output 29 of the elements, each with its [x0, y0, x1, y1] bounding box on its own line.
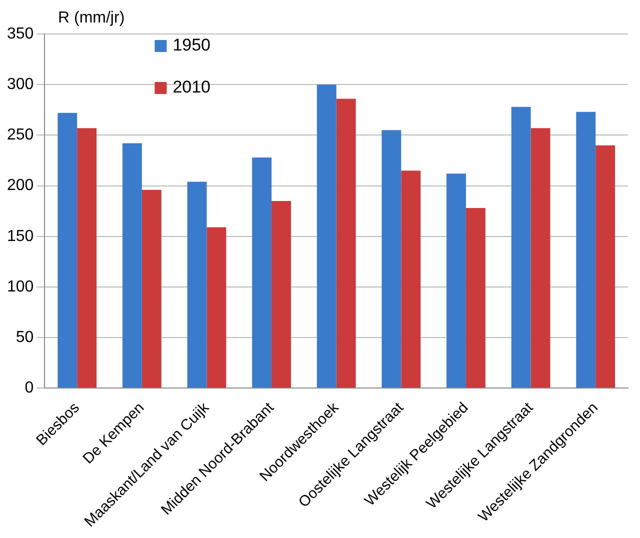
bar — [466, 208, 486, 388]
bar — [576, 112, 596, 388]
legend-label: 1950 — [172, 36, 211, 55]
bar — [401, 170, 421, 388]
y-tick-label: 100 — [6, 278, 34, 296]
y-tick-label: 50 — [16, 328, 34, 346]
bar — [187, 182, 207, 388]
bar — [511, 106, 531, 388]
bar — [58, 112, 78, 388]
y-tick-label: 300 — [6, 76, 34, 94]
y-tick-label: 200 — [6, 177, 34, 194]
bar — [446, 174, 466, 388]
bar — [596, 145, 616, 388]
bar — [272, 200, 291, 388]
y-tick-label: 0 — [24, 380, 34, 397]
bar — [142, 190, 162, 388]
y-tick-label: 350 — [6, 25, 34, 42]
bar — [316, 84, 336, 388]
bar — [252, 157, 272, 388]
bar — [530, 128, 550, 388]
y-tick-label: 250 — [6, 126, 34, 144]
legend-label: 2010 — [172, 78, 211, 97]
y-tick-label: 150 — [6, 228, 34, 245]
bar — [336, 98, 356, 388]
y-axis-title: R (mm/jr) — [58, 9, 125, 26]
bar — [77, 128, 97, 388]
bar — [382, 130, 402, 388]
bar — [122, 143, 142, 388]
bar — [206, 227, 226, 388]
